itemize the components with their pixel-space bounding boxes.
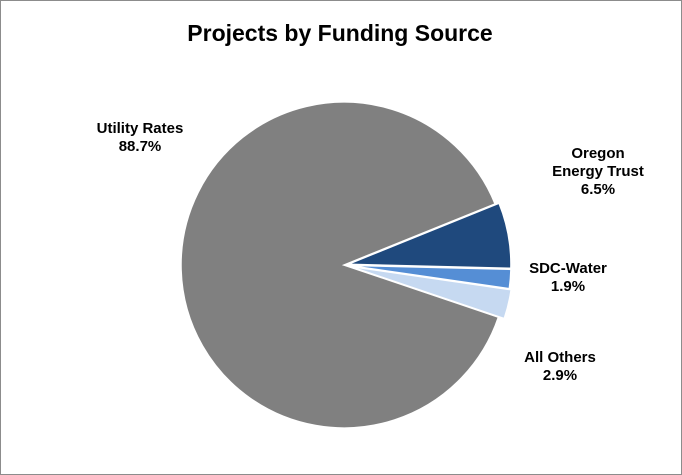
chart-title: Projects by Funding Source xyxy=(187,20,493,46)
pie-slice-0 xyxy=(180,101,500,429)
slice-label-2: SDC-Water 1.9% xyxy=(529,260,607,295)
pie-slice-2 xyxy=(347,264,512,290)
slice-label-0: Utility Rates 88.7% xyxy=(97,120,184,155)
pie-slice-3 xyxy=(349,265,513,320)
pie-slice-1 xyxy=(347,202,512,270)
slice-label-1: Oregon Energy Trust 6.5% xyxy=(552,145,644,198)
slice-label-3: All Others 2.9% xyxy=(524,349,596,384)
